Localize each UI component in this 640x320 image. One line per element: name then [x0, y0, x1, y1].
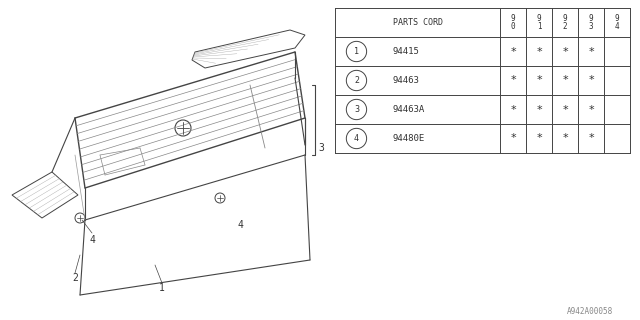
Text: *: * — [536, 76, 542, 85]
Text: *: * — [510, 105, 516, 115]
Text: A942A00058: A942A00058 — [567, 308, 613, 316]
Text: *: * — [510, 46, 516, 57]
Text: 4: 4 — [237, 220, 243, 230]
Text: *: * — [588, 133, 594, 143]
Text: 3: 3 — [318, 143, 324, 153]
Text: *: * — [563, 76, 568, 85]
Text: 9
4: 9 4 — [614, 14, 620, 31]
Text: *: * — [536, 46, 542, 57]
Text: *: * — [536, 105, 542, 115]
Text: 3: 3 — [354, 105, 359, 114]
Text: 4: 4 — [89, 235, 95, 245]
Text: 9
1: 9 1 — [537, 14, 541, 31]
Text: 4: 4 — [354, 134, 359, 143]
Text: 94463: 94463 — [393, 76, 420, 85]
Text: 2: 2 — [72, 273, 78, 283]
Text: *: * — [563, 133, 568, 143]
Text: *: * — [588, 46, 594, 57]
Text: *: * — [563, 105, 568, 115]
Text: 94415: 94415 — [393, 47, 420, 56]
Text: *: * — [588, 105, 594, 115]
Text: 2: 2 — [354, 76, 359, 85]
Text: 94463A: 94463A — [393, 105, 425, 114]
Text: *: * — [536, 133, 542, 143]
Text: PARTS CORD: PARTS CORD — [392, 18, 443, 27]
Text: *: * — [563, 46, 568, 57]
Text: 9
3: 9 3 — [589, 14, 593, 31]
Text: 9
0: 9 0 — [511, 14, 515, 31]
Text: *: * — [510, 76, 516, 85]
Text: 9
2: 9 2 — [563, 14, 568, 31]
Text: 1: 1 — [159, 283, 165, 293]
Text: *: * — [510, 133, 516, 143]
Text: 1: 1 — [354, 47, 359, 56]
Text: 94480E: 94480E — [393, 134, 425, 143]
Text: *: * — [588, 76, 594, 85]
